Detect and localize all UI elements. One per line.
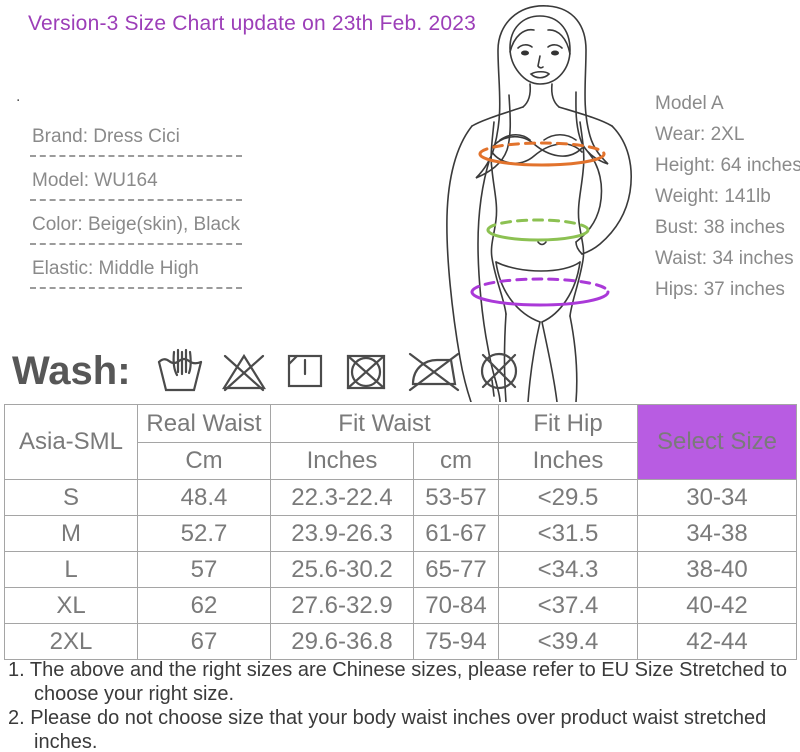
table-row-s: S 48.4 22.3-22.4 53-57 <29.5 30-34 <box>4 479 797 516</box>
cell-real-waist: 57 <box>137 551 271 588</box>
table-row-m: M 52.7 23.9-26.3 61-67 <31.5 34-38 <box>4 515 797 552</box>
header-fit-hip-unit: Inches <box>498 442 638 480</box>
waist-measure-line <box>486 218 590 242</box>
cell-select: 42-44 <box>637 623 797 660</box>
product-info-block: Brand: Dress Cici Model: WU164 Color: Be… <box>30 126 242 302</box>
cell-fit-hip: <39.4 <box>498 623 638 660</box>
dashed-divider <box>30 155 242 157</box>
header-real-waist-unit: Cm <box>137 442 271 480</box>
header-asia-sml: Asia-SML <box>4 404 138 480</box>
cell-fit-hip: <34.3 <box>498 551 638 588</box>
cell-fit-waist-in: 27.6-32.9 <box>270 587 414 624</box>
color-label: Color: Beige(skin), Black <box>32 214 241 235</box>
cell-fit-waist-in: 29.6-36.8 <box>270 623 414 660</box>
cell-real-waist: 67 <box>137 623 271 660</box>
cell-fit-waist-cm: 70-84 <box>413 587 499 624</box>
eyes <box>521 50 559 56</box>
footnotes: 1. The above and the right sizes are Chi… <box>6 658 796 752</box>
do-not-tumble-dry-icon <box>346 354 385 390</box>
note-2: 2. Please do not choose size that your b… <box>8 707 767 752</box>
model-info-block: Model A Wear: 2XL Height: 64 inches Weig… <box>655 88 800 305</box>
cell-fit-waist-in: 22.3-22.4 <box>270 479 414 516</box>
cell-fit-waist-cm: 65-77 <box>413 551 499 588</box>
model-height: Height: 64 inches <box>655 155 800 176</box>
cell-size: XL <box>4 587 138 624</box>
table-row-l: L 57 25.6-30.2 65-77 <34.3 38-40 <box>4 551 797 588</box>
cell-real-waist: 62 <box>137 587 271 624</box>
cell-select: 40-42 <box>637 587 797 624</box>
model-label: Model: WU164 <box>32 170 158 191</box>
cell-size: 2XL <box>4 623 138 660</box>
cell-real-waist: 52.7 <box>137 515 271 552</box>
hips-measure-line <box>470 277 610 307</box>
cell-size: M <box>4 515 138 552</box>
header-real-waist: Real Waist <box>137 404 271 443</box>
wash-care-row: Wash: <box>12 340 523 402</box>
woman-figure-illustration <box>430 0 660 403</box>
cell-fit-waist-in: 23.9-26.3 <box>270 515 414 552</box>
cell-fit-hip: <29.5 <box>498 479 638 516</box>
header-fit-waist-inches: Inches <box>270 442 414 480</box>
model-hips: Hips: 37 inches <box>655 279 785 300</box>
cell-size: L <box>4 551 138 588</box>
product-info-item: Model: WU164 <box>30 170 242 201</box>
header-fit-waist: Fit Waist <box>270 404 499 443</box>
model-bust: Bust: 38 inches <box>655 217 785 238</box>
cell-fit-waist-cm: 61-67 <box>413 515 499 552</box>
cell-fit-hip: <37.4 <box>498 587 638 624</box>
size-table: Asia-SML Real Waist Fit Waist Fit Hip Se… <box>4 404 797 660</box>
table-row-2xl: 2XL 67 29.6-36.8 75-94 <39.4 42-44 <box>4 623 797 660</box>
model-waist: Waist: 34 inches <box>655 248 794 269</box>
dashed-divider <box>30 243 242 245</box>
wash-label: Wash: <box>12 348 131 393</box>
cell-size: S <box>4 479 138 516</box>
wash-icons <box>155 348 523 394</box>
table-header-row-1: Asia-SML Real Waist Fit Waist Fit Hip Se… <box>4 404 797 480</box>
cell-fit-waist-cm: 53-57 <box>413 479 499 516</box>
cell-real-waist: 48.4 <box>137 479 271 516</box>
hand-wash-icon <box>157 348 202 392</box>
model-wear: Wear: 2XL <box>655 124 745 145</box>
do-not-dry-clean-icon <box>480 352 517 390</box>
page-title: Version-3 Size Chart update on 23th Feb.… <box>28 12 476 35</box>
table-row-xl: XL 62 27.6-32.9 70-84 <37.4 40-42 <box>4 587 797 624</box>
header-select-size: Select Size <box>637 404 797 480</box>
bust-measure-line <box>478 141 606 167</box>
product-info-item: Color: Beige(skin), Black <box>30 214 242 245</box>
cell-fit-waist-in: 25.6-30.2 <box>270 551 414 588</box>
cell-fit-hip: <31.5 <box>498 515 638 552</box>
drip-dry-icon <box>287 354 322 388</box>
brand-label: Brand: Dress Cici <box>32 126 180 147</box>
cell-select: 30-34 <box>637 479 797 516</box>
table-header-row-2: Cm Inches cm Inches <box>5 442 797 480</box>
stray-dot: . <box>16 88 21 105</box>
note-1: 1. The above and the right sizes are Chi… <box>8 659 787 705</box>
cell-select: 34-38 <box>637 515 797 552</box>
model-title: Model A <box>655 93 724 114</box>
woman-figure-svg <box>446 5 632 403</box>
product-info-item: Brand: Dress Cici <box>30 126 242 157</box>
elastic-label: Elastic: Middle High <box>32 258 199 279</box>
dashed-divider <box>30 287 242 289</box>
do-not-iron-icon <box>408 352 459 392</box>
model-weight: Weight: 141lb <box>655 186 771 207</box>
cell-fit-waist-cm: 75-94 <box>413 623 499 660</box>
cell-select: 38-40 <box>637 551 797 588</box>
header-fit-hip: Fit Hip <box>498 404 638 443</box>
do-not-bleach-icon <box>221 353 266 392</box>
header-fit-waist-cm: cm <box>413 442 499 480</box>
dashed-divider <box>30 199 242 201</box>
product-info-item: Elastic: Middle High <box>30 258 242 289</box>
